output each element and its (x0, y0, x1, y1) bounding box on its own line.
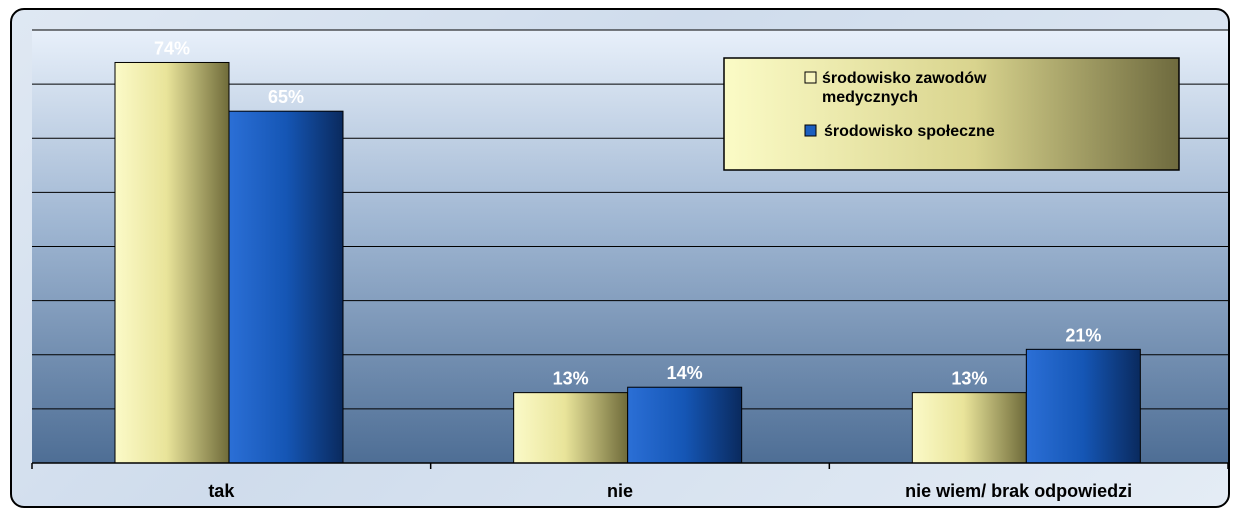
legend-label-medical-line1: środowisko zawodów (822, 70, 987, 87)
data-label: 65% (268, 87, 304, 107)
data-label: 13% (553, 369, 589, 389)
legend-box (723, 57, 1180, 171)
chart-frame: 74% 65% 13% 14% 13% 21% tak nie nie wiem/ brak … (10, 8, 1230, 508)
legend-swatch-social (804, 124, 817, 137)
x-axis (31, 462, 1228, 469)
bar-medical-1 (513, 392, 629, 464)
bar-medical-0 (114, 61, 230, 464)
legend-swatch-medical (804, 71, 817, 84)
legend-label-social: środowisko społeczne (824, 123, 995, 140)
bar-social-0 (228, 110, 344, 464)
category-label: nie (607, 481, 633, 501)
bar-chart: 74% 65% 13% 14% 13% 21% tak nie nie wiem/ brak … (31, 29, 1228, 501)
legend-label-medical-line2: medycznych (822, 89, 918, 106)
data-label: 21% (1065, 325, 1101, 345)
bar-social-1 (627, 386, 743, 464)
data-labels: 74% 65% 13% 14% 13% 21% (154, 38, 1101, 388)
legend: środowisko zawodów medycznych środowisko… (723, 57, 1180, 171)
bar-social-2 (1025, 348, 1141, 464)
data-label: 13% (951, 369, 987, 389)
category-label: tak (208, 481, 235, 501)
svg-text:środowisko zawodów med: środowisko zawodów medycznych środowisko… (822, 70, 995, 140)
data-label: 74% (154, 38, 190, 58)
category-label: nie wiem/ brak odpowiedzi (905, 481, 1132, 501)
bar-medical-2 (911, 392, 1027, 464)
category-labels: tak nie nie wiem/ brak odpowiedzi (208, 481, 1132, 501)
bars (114, 61, 1141, 464)
data-label: 14% (667, 363, 703, 383)
